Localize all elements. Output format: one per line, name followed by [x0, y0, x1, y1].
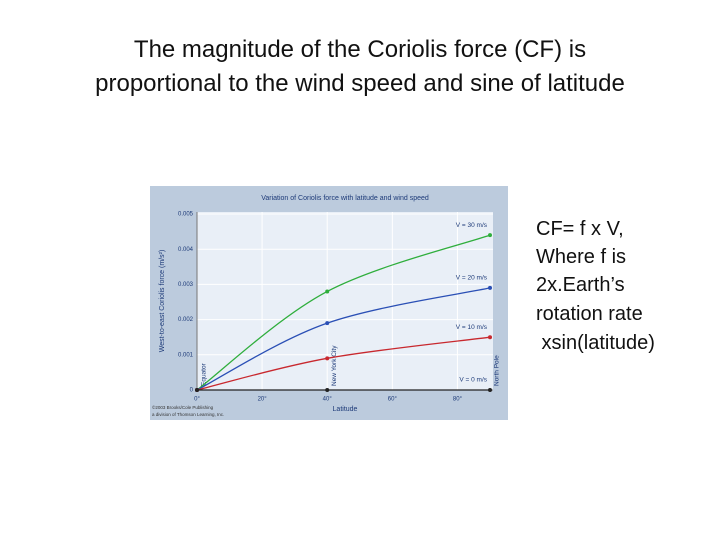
x-tick-label: 0°: [194, 397, 200, 403]
y-tick-label: 0.003: [178, 282, 194, 288]
slide-title: The magnitude of the Coriolis force (CF)…: [133, 36, 587, 63]
side-text: Where f is: [536, 246, 627, 268]
data-point: [488, 388, 492, 392]
credit: ©2003 Brooks/Cole Publishing: [152, 404, 214, 410]
annotation: New York City: [331, 345, 338, 386]
legend-entry: V = 10 m/s: [456, 324, 488, 331]
side-text: 2x.Earth’s: [536, 274, 625, 296]
credit: a division of Thomson Learning, Inc.: [152, 412, 224, 417]
legend-entry: V = 30 m/s: [456, 222, 488, 229]
y-tick-label: 0.002: [178, 317, 194, 323]
y-tick-label: 0.005: [178, 212, 194, 218]
data-point: [488, 233, 492, 238]
data-point: [325, 356, 330, 361]
x-tick-label: 60°: [388, 397, 398, 403]
side-text: xsin(latitude): [536, 332, 655, 354]
chart-title: Variation of Coriolis force with latitud…: [261, 195, 429, 202]
annotation: Equator: [201, 362, 208, 386]
y-tick-label: 0.004: [178, 247, 194, 253]
y-tick-label: 0: [190, 388, 194, 394]
side-text: rotation rate: [536, 303, 643, 325]
data-point: [325, 321, 330, 326]
legend-entry: V = 20 m/s: [456, 275, 488, 282]
side-text: CF= f x V,: [536, 218, 624, 240]
annotation: North Pole: [494, 355, 501, 386]
y-tick-label: 0.001: [178, 352, 194, 358]
data-point: [488, 335, 492, 340]
data-point: [488, 285, 492, 290]
data-point: [325, 388, 330, 392]
slide-title: proportional to the wind speed and sine …: [95, 70, 625, 97]
x-tick-label: 80°: [453, 397, 463, 403]
data-point: [325, 289, 330, 294]
x-tick-label: 40°: [323, 397, 333, 403]
data-point: [195, 388, 199, 392]
legend-entry: V = 0 m/s: [459, 377, 487, 384]
x-axis-label: Latitude: [333, 406, 358, 413]
y-axis-label: West-to-east Coriolis force (m/s²): [159, 250, 166, 353]
x-tick-label: 20°: [258, 397, 268, 403]
plot-area: [197, 212, 493, 390]
